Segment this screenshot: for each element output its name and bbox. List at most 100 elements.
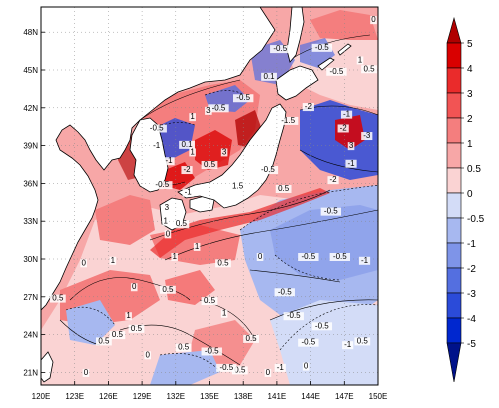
- contour-label: 1: [172, 252, 177, 261]
- contour-label-bg: [220, 309, 228, 318]
- lon-tick-label: 141E: [268, 392, 287, 401]
- colorbar-label: 4: [467, 64, 473, 75]
- lat-tick-label: 42N: [23, 104, 38, 113]
- contour-label: -1: [277, 363, 285, 372]
- contour-label-bg: [243, 334, 259, 343]
- contour-label: 1: [111, 256, 116, 265]
- colorbar-segment: [446, 92, 462, 119]
- contour-label-bg: [193, 242, 201, 251]
- contour-label: -0.5: [315, 321, 329, 330]
- contour-label: 0.5: [178, 343, 190, 352]
- hokkaido: [275, 65, 319, 101]
- contour-label-bg: [277, 116, 299, 125]
- colorbar-segment: [446, 342, 462, 383]
- contour-label: -2: [340, 123, 348, 132]
- lon-tick-label: 135E: [200, 392, 219, 401]
- colorbar-segment: [446, 16, 462, 44]
- contour-label: -1: [347, 159, 355, 168]
- contour-label: 0.5: [246, 334, 258, 343]
- honshu: [177, 103, 287, 209]
- contour-label: 0.5: [234, 365, 246, 374]
- contour-label: -1: [185, 188, 193, 197]
- contour-label-bg: [274, 363, 286, 372]
- contour-label: 0: [81, 258, 86, 267]
- lat-tick-label: 48N: [23, 28, 38, 37]
- contour-label: 0.5: [204, 296, 216, 305]
- contour-label: 3: [165, 203, 170, 212]
- contour-label: 3: [349, 141, 354, 150]
- contour-label: 1.5: [232, 181, 244, 190]
- contour-label: -1: [361, 256, 369, 265]
- lat-tick-label: 21N: [23, 368, 38, 377]
- lon-tick-label: 150E: [369, 392, 388, 401]
- colorbar-label: -5: [467, 339, 476, 350]
- contour-label-bg: [189, 148, 196, 157]
- contour-label-bg: [302, 362, 310, 371]
- lon-axis-labels: 120E 123E 126E 129E 132E 135E 138E 141E 144E 147E…: [32, 381, 388, 401]
- lat-tick-label: 27N: [23, 293, 38, 302]
- contour-label: -2: [330, 175, 338, 184]
- contour-label-bg: [175, 343, 192, 352]
- contour-label-bg: [162, 217, 169, 226]
- contour-label: -0.5: [219, 363, 233, 372]
- contour-label: -1: [344, 340, 352, 349]
- contour-label-bg: [275, 184, 292, 193]
- contour-label: 1: [163, 217, 168, 226]
- contour-label-bg: [151, 142, 163, 151]
- contour-label-bg: [370, 16, 377, 25]
- lon-tick-label: 129E: [133, 392, 152, 401]
- contour-label: -0.5: [315, 43, 329, 52]
- colorbar: 5 4 3 2 1 0.5 0 -0.5 -1 -2 -3 -4 -5: [446, 16, 485, 383]
- land: [41, 7, 352, 383]
- lat-tick-label: 36N: [23, 179, 38, 188]
- contour-label-bg: [128, 324, 145, 333]
- colorbar-label: -2: [467, 264, 476, 275]
- contour-label: 0.5: [52, 294, 64, 303]
- contour-label-bg: [320, 207, 342, 216]
- contour-label-bg: [201, 161, 218, 170]
- contour-label-bg: [361, 132, 373, 141]
- contour-label: 0.5: [162, 285, 174, 294]
- colorbar-segment: [446, 267, 462, 294]
- contour-label-bg: [109, 256, 117, 265]
- contour-label: -0.5: [333, 252, 347, 261]
- contour-label-bg: [189, 113, 196, 122]
- contour-label: 0: [166, 229, 171, 238]
- contour-label-bg: [233, 94, 254, 103]
- contour-label: 0: [258, 252, 263, 261]
- contour-label-bg: [160, 285, 176, 294]
- contour-label: 1: [195, 242, 200, 251]
- contour-label-bg: [109, 331, 126, 340]
- colorbar-label: 0.5: [467, 164, 481, 175]
- contour-label-bg: [302, 103, 314, 112]
- colorbar-segment: [446, 242, 462, 269]
- contour-label: 0.1: [181, 140, 193, 149]
- contour-label: -2: [183, 165, 191, 174]
- contour-label: -0.5: [236, 93, 250, 102]
- contour-label-bg: [264, 368, 272, 377]
- contour-label: 1: [190, 112, 195, 121]
- contour-label-bg: [82, 368, 90, 377]
- contour-label-bg: [256, 253, 264, 261]
- contour-label: 0.5: [98, 336, 110, 345]
- contour-label: 0.5: [217, 258, 229, 267]
- contour-label-bg: [49, 294, 66, 303]
- contour-label: -1: [153, 141, 161, 150]
- contour-label: -0.5: [205, 347, 219, 356]
- contour-label: 0.5: [204, 160, 216, 169]
- contour-label-bg: [144, 351, 152, 360]
- lat-tick-label: 30N: [23, 255, 38, 264]
- colorbar-label: 1: [467, 139, 473, 150]
- contour-label-bg: [182, 188, 194, 197]
- lon-tick-label: 123E: [65, 392, 84, 401]
- contour-label-bg: [229, 182, 246, 191]
- contour-label: 0.5: [112, 330, 124, 339]
- contour-label-bg: [358, 256, 371, 265]
- contour-label-bg: [205, 106, 212, 115]
- colorbar-segment: [446, 142, 462, 169]
- contour-label-bg: [152, 181, 173, 190]
- asian-continent: [41, 7, 276, 311]
- contour-label: 0: [266, 368, 271, 377]
- contour-label: -0.5: [301, 338, 315, 347]
